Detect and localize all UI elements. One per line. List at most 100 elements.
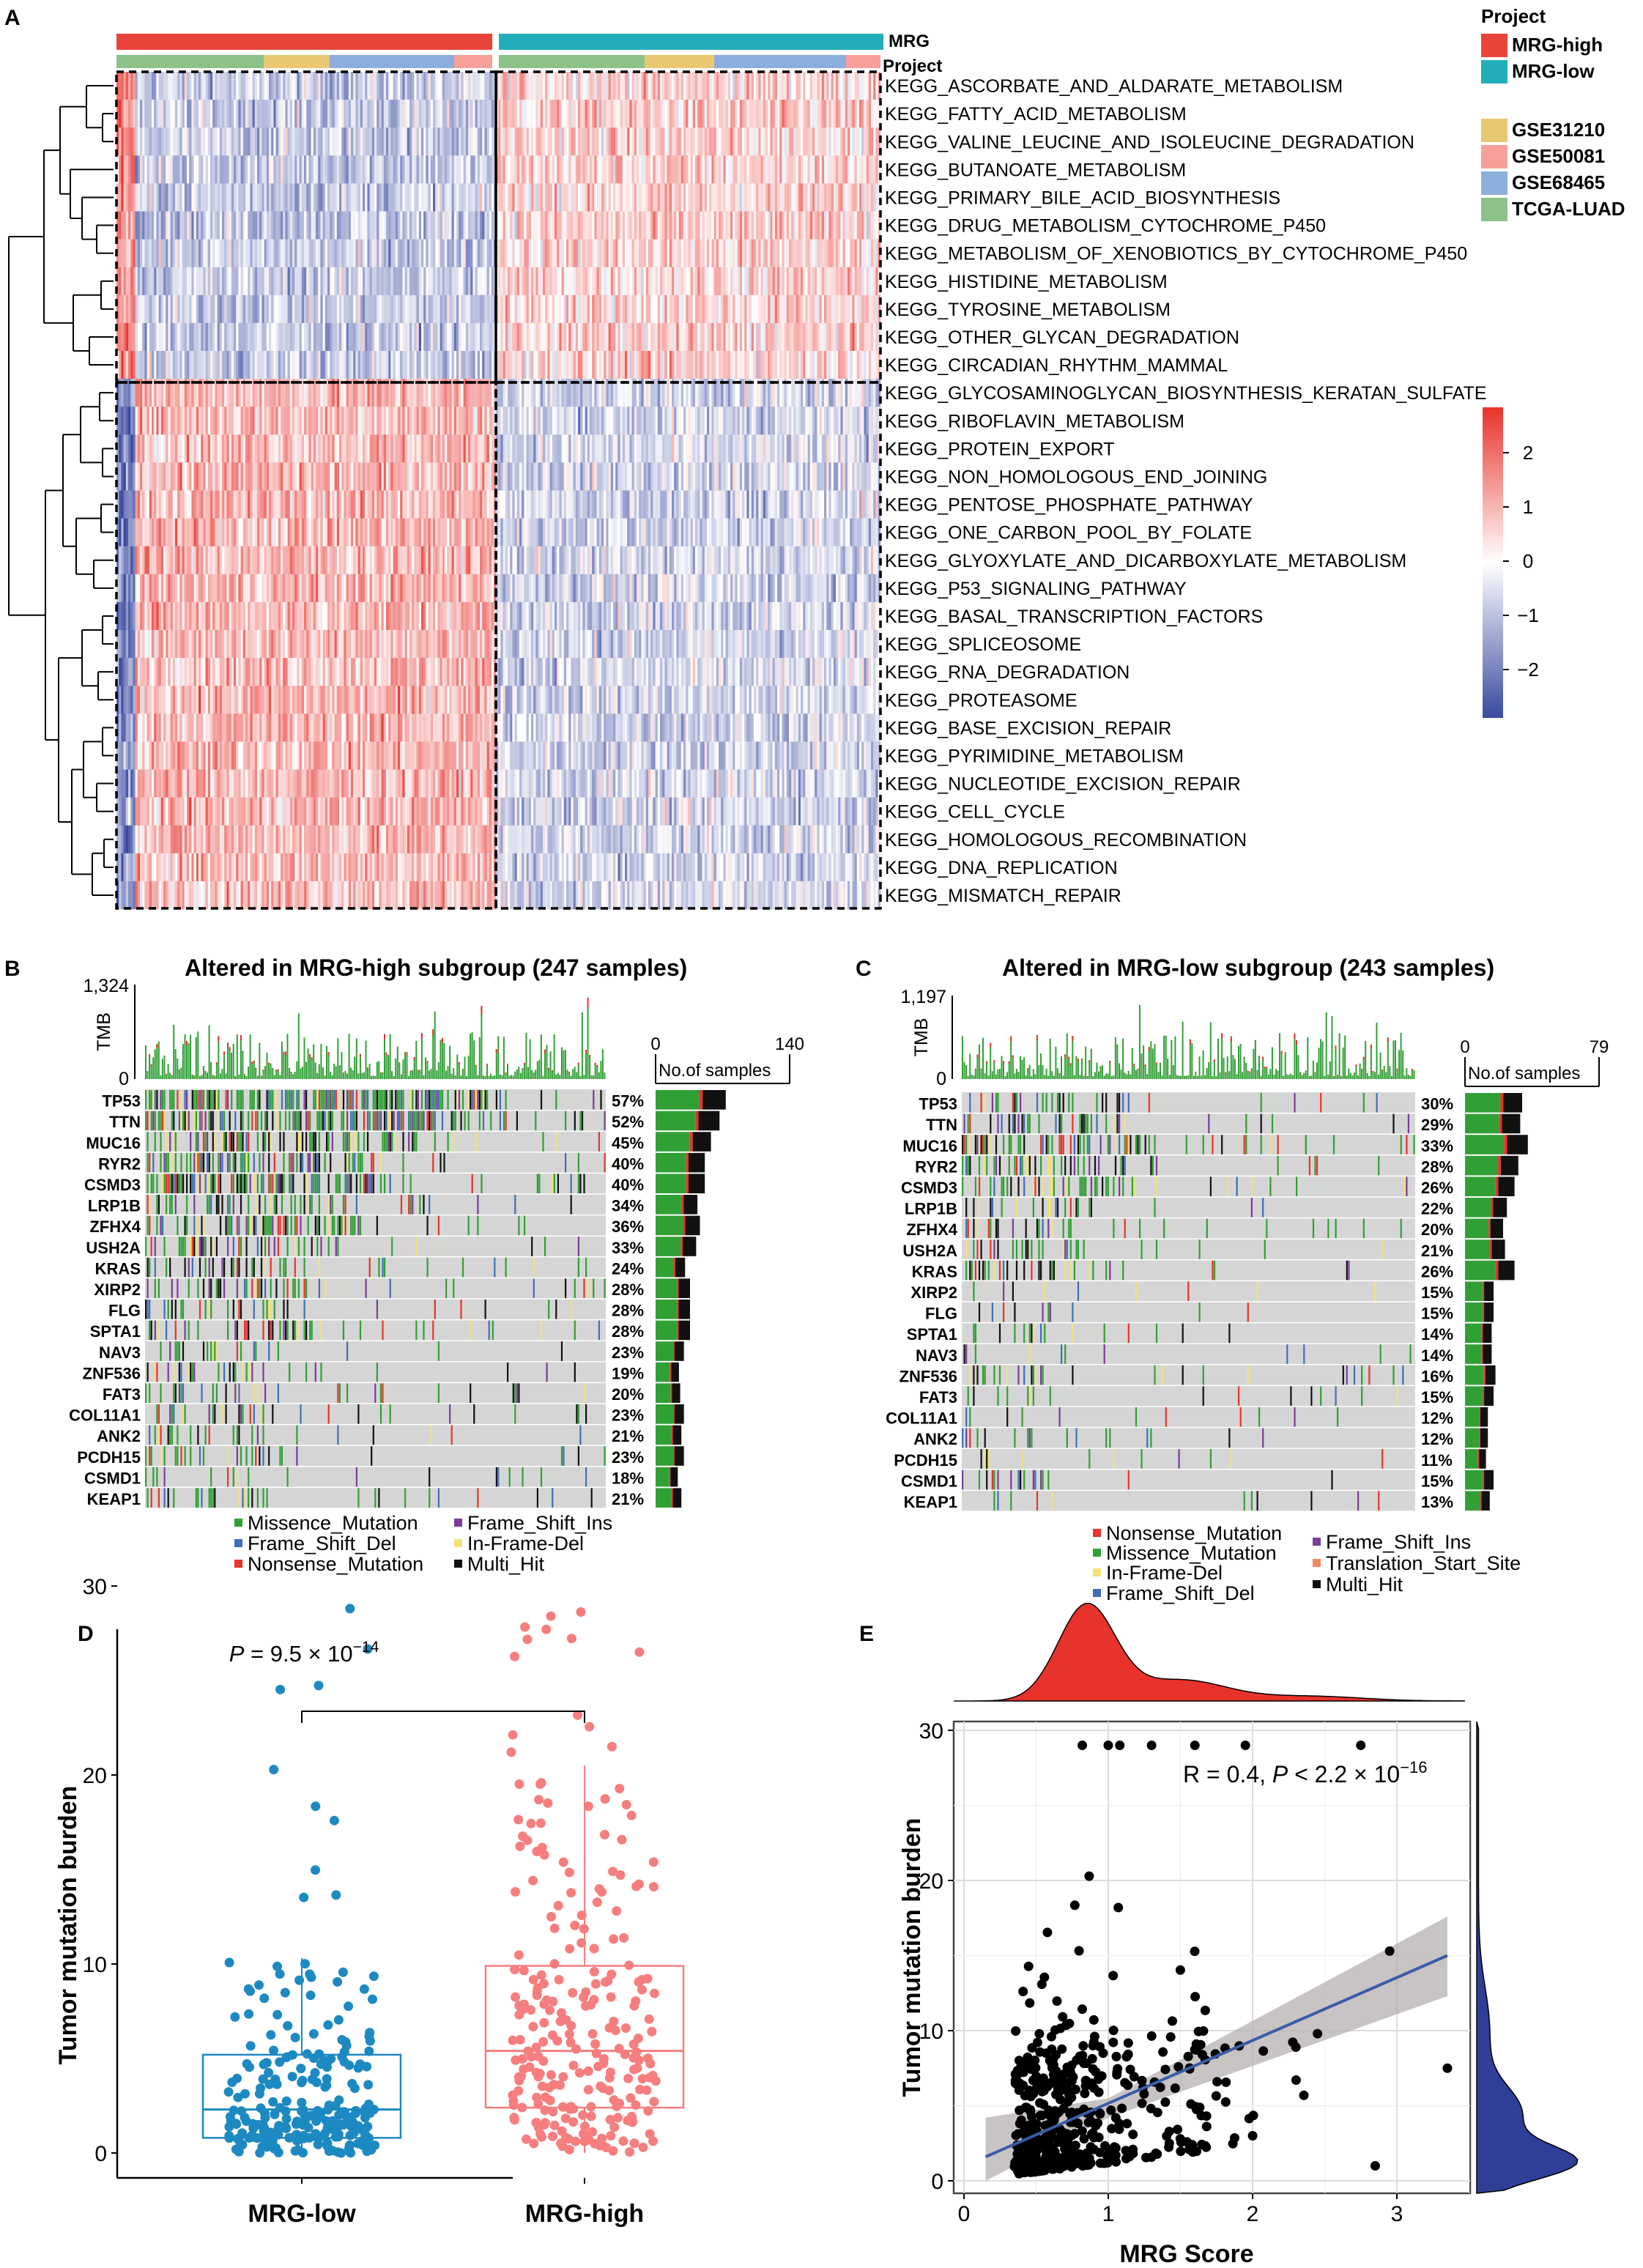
heat-cell xyxy=(700,434,702,463)
heat-cell xyxy=(746,239,749,267)
heat-cell xyxy=(217,379,220,407)
heat-cell xyxy=(341,155,344,184)
heat-cell xyxy=(273,322,276,352)
heat-cell xyxy=(215,155,218,184)
heat-cell xyxy=(363,211,366,240)
heat-cell xyxy=(355,407,358,435)
heat-cell xyxy=(510,239,513,267)
heat-cell xyxy=(287,100,291,128)
heat-cell xyxy=(289,127,293,156)
heat-cell xyxy=(840,322,843,352)
heat-cell xyxy=(552,211,555,240)
heat-cell xyxy=(283,267,286,296)
heat-cell xyxy=(257,322,260,352)
heat-cell xyxy=(283,322,286,352)
heat-cell xyxy=(815,155,817,184)
heat-cell xyxy=(676,407,679,435)
heat-cell xyxy=(547,155,550,184)
heat-cell xyxy=(730,351,733,379)
heat-cell xyxy=(341,407,344,435)
heat-cell xyxy=(456,407,459,435)
heat-cell xyxy=(449,267,452,296)
heat-cell xyxy=(330,462,333,491)
heat-cell xyxy=(423,127,426,156)
heat-cell xyxy=(363,379,366,407)
heat-cell xyxy=(608,407,612,435)
heat-cell xyxy=(582,155,585,184)
heat-cell xyxy=(480,239,483,267)
heat-cell xyxy=(528,267,532,296)
heat-cell xyxy=(423,239,426,267)
heat-cell xyxy=(311,351,314,379)
heat-cell xyxy=(592,267,595,296)
heat-cell xyxy=(217,100,220,128)
heat-cell xyxy=(332,100,335,128)
heat-cell xyxy=(234,379,237,407)
heat-cell xyxy=(168,462,171,491)
heat-cell xyxy=(492,267,494,296)
heat-cell xyxy=(854,155,858,184)
heat-cell xyxy=(119,322,122,352)
heat-cell xyxy=(575,267,579,296)
heat-cell xyxy=(393,72,396,100)
heat-cell xyxy=(163,100,166,128)
heat-cell xyxy=(617,155,620,184)
heat-cell xyxy=(582,183,585,212)
heat-cell xyxy=(386,127,389,156)
heat-cell xyxy=(697,462,700,491)
heat-cell xyxy=(683,379,686,407)
heat-cell xyxy=(447,434,450,463)
heat-cell xyxy=(645,183,649,212)
heat-cell xyxy=(815,322,817,352)
heat-cell xyxy=(177,322,180,352)
heat-cell xyxy=(784,155,787,184)
heat-cell xyxy=(135,267,138,296)
heat-cell xyxy=(777,379,780,407)
heat-cell xyxy=(365,462,368,491)
heat-cell xyxy=(538,155,541,184)
heat-cell xyxy=(205,100,209,128)
heat-cell xyxy=(248,239,251,267)
heat-cell xyxy=(355,462,358,491)
heat-cell xyxy=(629,322,632,352)
heat-cell xyxy=(421,294,424,324)
heat-cell xyxy=(842,211,846,240)
heat-cell xyxy=(177,183,180,212)
heat-cell xyxy=(496,462,499,491)
heat-cell xyxy=(449,462,452,491)
heat-cell xyxy=(140,379,143,407)
heat-cell xyxy=(547,100,550,128)
heat-cell xyxy=(152,434,155,463)
heat-cell xyxy=(702,183,705,212)
heat-cell xyxy=(815,72,817,100)
heat-cell xyxy=(831,183,834,212)
heat-cell xyxy=(470,294,473,324)
heat-cell xyxy=(414,294,417,324)
heat-cell xyxy=(512,267,515,296)
heat-cell xyxy=(212,100,215,128)
heat-cell xyxy=(664,183,667,212)
heat-cell xyxy=(496,407,499,435)
heat-cell xyxy=(573,183,576,212)
heat-cell xyxy=(395,127,398,156)
heat-cell xyxy=(852,462,855,491)
heat-cell xyxy=(234,322,237,352)
heat-cell xyxy=(864,462,867,491)
heat-cell xyxy=(119,127,122,156)
heat-cell xyxy=(281,322,283,352)
heat-cell xyxy=(637,155,639,184)
heat-cell xyxy=(596,379,600,407)
heat-cell xyxy=(477,183,481,212)
heat-cell xyxy=(730,211,733,240)
heat-cell xyxy=(348,434,352,463)
heat-cell xyxy=(742,379,745,407)
heat-cell xyxy=(199,462,201,491)
heat-cell xyxy=(657,462,661,491)
heat-cell xyxy=(269,155,272,184)
heat-cell xyxy=(547,267,550,296)
heat-cell xyxy=(367,407,370,435)
heat-cell xyxy=(683,267,686,296)
heat-cell xyxy=(798,322,801,352)
heat-cell xyxy=(641,322,644,352)
heat-cell xyxy=(545,100,548,128)
